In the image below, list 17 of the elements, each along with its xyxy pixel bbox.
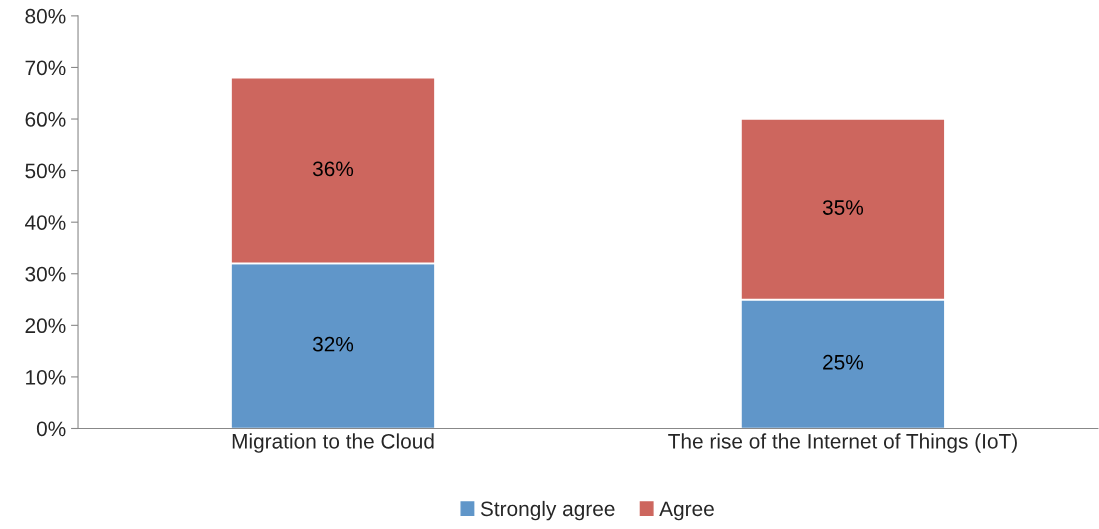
y-tick-label: 20% [25, 318, 66, 334]
data-label: 36% [312, 161, 354, 177]
y-tick-label: 50% [25, 163, 66, 179]
x-tick-label: The rise of the Internet of Things (IoT) [668, 433, 1017, 453]
y-tick-label: 40% [25, 215, 66, 230]
y-tick-label: 10% [26, 369, 66, 385]
y-tick-label: 70% [25, 60, 66, 76]
x-tick-label: Migration to the Cloud [232, 433, 434, 453]
y-tick-label: 0% [36, 421, 66, 437]
data-label: 35% [822, 200, 864, 215]
y-tick-label: 30% [25, 266, 66, 282]
data-label: 32% [312, 336, 354, 352]
legend-label: Agree [659, 501, 714, 521]
y-tick-label: 60% [25, 112, 66, 127]
data-label: 25% [823, 354, 864, 370]
legend-label: Strongly agree [480, 500, 615, 521]
y-tick-label: 80% [25, 8, 66, 24]
